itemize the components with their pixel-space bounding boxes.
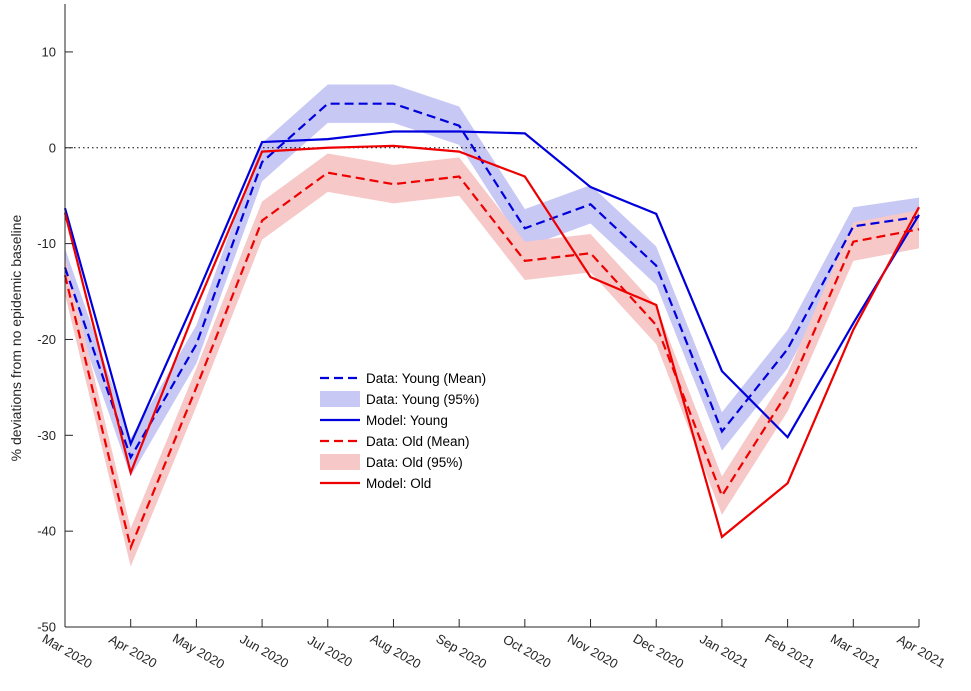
x-tick-label: Feb 2021 — [762, 631, 817, 671]
x-tick-label: Apr 2021 — [895, 631, 948, 670]
y-axis-label: % deviations from no epidemic baseline — [8, 214, 24, 461]
x-tick-label: Jan 2021 — [697, 631, 751, 671]
x-tick-label: Dec 2020 — [631, 631, 687, 672]
y-ticks: -50 -40 -30 -20 -10 0 10 — [37, 44, 73, 635]
x-tick-label: Jun 2020 — [237, 631, 291, 671]
confidence-band — [65, 84, 919, 477]
legend-label: Data: Old (95%) — [366, 455, 463, 470]
y-tick-label: 0 — [49, 140, 56, 155]
series-line-dashed — [63, 171, 920, 552]
legend-swatch — [320, 391, 360, 407]
x-tick-label: Aug 2020 — [368, 631, 424, 672]
x-tick-label: Mar 2021 — [828, 631, 883, 671]
x-tick-label: Nov 2020 — [565, 631, 621, 672]
series-line-dashed — [63, 102, 920, 460]
confidence-band — [65, 153, 919, 567]
legend-label: Model: Old — [366, 476, 431, 491]
y-tick-label: -40 — [37, 524, 56, 539]
legend-label: Data: Old (Mean) — [366, 434, 470, 449]
x-tick-label: May 2020 — [170, 630, 227, 672]
y-tick-label: -20 — [37, 332, 56, 347]
x-tick-label: Jul 2020 — [305, 632, 355, 670]
confidence-bands — [65, 84, 919, 567]
legend-box — [315, 366, 527, 495]
series-lines — [63, 102, 920, 552]
series-line — [63, 130, 920, 448]
x-tick-label: Sep 2020 — [434, 631, 490, 672]
x-tick-label: Mar 2020 — [40, 631, 95, 671]
y-tick-label: -30 — [37, 428, 56, 443]
x-tick-label: Apr 2020 — [106, 631, 159, 670]
y-tick-label: -50 — [37, 620, 56, 635]
y-tick-label: 10 — [42, 44, 56, 59]
legend-label: Model: Young — [366, 413, 448, 428]
legend-label: Data: Young (95%) — [366, 392, 479, 407]
y-tick-label: -10 — [37, 236, 56, 251]
legend: Data: Young (Mean) Data: Young (95%) Model… — [315, 366, 527, 495]
legend-swatch — [320, 454, 360, 470]
legend-label: Data: Young (Mean) — [366, 371, 486, 386]
series-line — [63, 144, 920, 539]
x-tick-label: Oct 2020 — [500, 631, 553, 670]
